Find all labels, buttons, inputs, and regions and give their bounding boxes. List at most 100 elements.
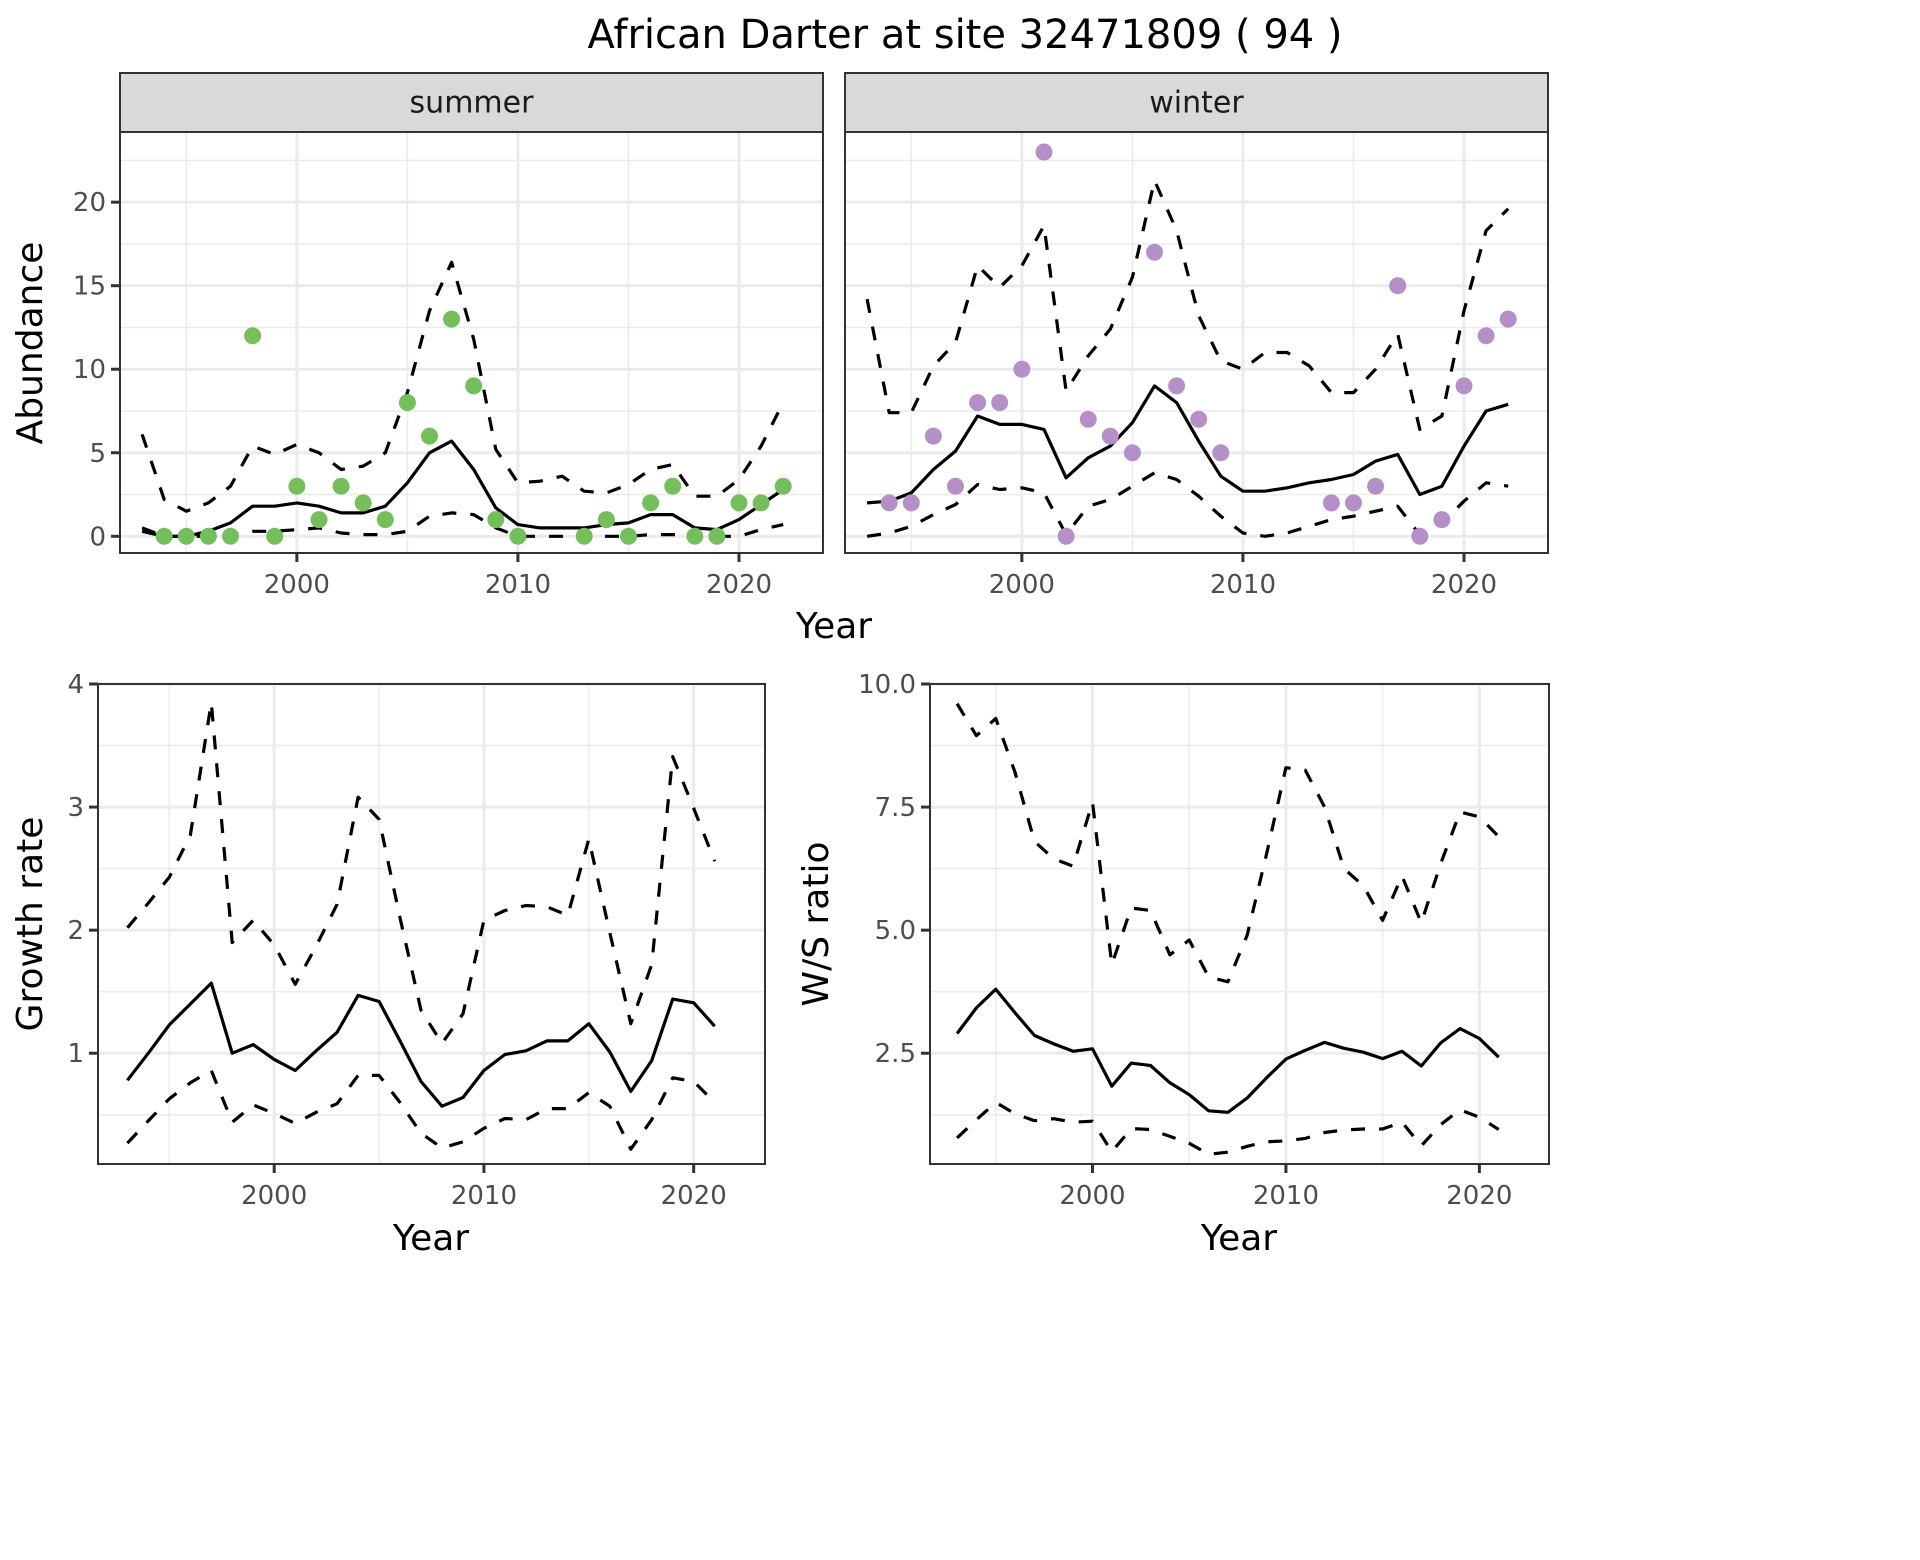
panel-border: [97, 683, 766, 1165]
y-tick-label: 20: [73, 188, 106, 218]
data-point: [244, 327, 262, 345]
facet-strip-label: summer: [410, 86, 535, 121]
y-tick-label: 7.5: [875, 793, 916, 823]
panel-abundance-winter: winter 2000 2010 2020: [844, 72, 1549, 600]
data-point: [924, 427, 942, 445]
series-line-lower: [956, 1100, 1500, 1156]
series-line-lower: [126, 1068, 716, 1151]
data-point: [1345, 494, 1362, 512]
y-axis-title: W/S ratio: [796, 841, 837, 1006]
data-point: [1101, 427, 1119, 445]
data-point: [991, 394, 1009, 412]
x-tick-label: 2000: [241, 1181, 307, 1211]
x-tick-label: 2020: [706, 570, 772, 600]
data-point: [509, 527, 527, 545]
data-point: [398, 394, 416, 412]
data-point: [774, 477, 792, 495]
data-point: [376, 511, 394, 529]
data-point: [642, 494, 660, 512]
y-tick-label: 5.0: [875, 916, 916, 946]
data-point: [969, 394, 987, 412]
data-point: [880, 494, 898, 512]
panel-border: [929, 683, 1550, 1165]
y-axis-title: Abundance: [10, 242, 51, 445]
data-point: [421, 427, 438, 445]
y-tick-label: 2: [67, 916, 84, 946]
data-point: [597, 511, 615, 529]
x-tick-label: 2020: [1446, 1181, 1512, 1211]
data-point: [443, 310, 461, 328]
data-point: [1123, 444, 1141, 462]
x-tick-label: 2010: [485, 570, 551, 600]
data-point: [1190, 410, 1208, 428]
series-line-mean: [955, 987, 1500, 1114]
data-point: [177, 527, 195, 545]
series-line-mean: [866, 384, 1509, 505]
data-point: [730, 494, 748, 512]
y-tick-label: 4: [67, 670, 84, 700]
data-point: [1499, 310, 1517, 328]
series-line-upper: [140, 260, 785, 513]
data-point: [1168, 377, 1186, 395]
data-point: [708, 527, 726, 545]
x-axis-title: Year: [795, 606, 872, 647]
y-tick-label: 1: [67, 1039, 84, 1069]
x-tick-label: 2020: [661, 1181, 727, 1211]
x-axis-title: Year: [392, 1218, 469, 1259]
facet-strip: [844, 72, 1549, 133]
x-tick-label: 2000: [1059, 1181, 1125, 1211]
data-point: [199, 527, 217, 545]
data-point: [1035, 143, 1053, 161]
y-tick-label: 10.0: [858, 670, 916, 700]
data-point: [487, 511, 505, 529]
panel-abundance-summer: summer 2000 2010 2020 0 5 10 15 20 Year Abundance: [10, 72, 872, 647]
data-point: [222, 527, 239, 545]
x-axis-title: Year: [1200, 1218, 1277, 1259]
series-line-upper: [865, 178, 1510, 431]
x-tick-label: 2000: [264, 570, 330, 600]
y-axis-title: Growth rate: [10, 817, 51, 1032]
figure-title: African Darter at site 32471809 ( 94 ): [587, 12, 1342, 58]
data-point: [902, 494, 920, 512]
data-point: [354, 494, 372, 512]
x-tick-label: 2000: [989, 570, 1055, 600]
data-point: [1146, 243, 1163, 261]
y-tick-label: 15: [73, 272, 106, 302]
y-tick-label: 10: [73, 355, 106, 385]
data-point: [155, 527, 173, 545]
data-point: [1013, 360, 1031, 378]
data-point: [1477, 327, 1495, 345]
x-tick-label: 2010: [1210, 570, 1276, 600]
data-point: [686, 527, 704, 545]
panels: summer 2000 2010 2020 0 5 10 15 20 Year Abundance w…: [10, 72, 1550, 1259]
data-point: [1367, 477, 1385, 495]
x-tick-label: 2010: [1253, 1181, 1319, 1211]
y-tick-label: 0: [89, 522, 106, 552]
series-line-lower: [866, 471, 1509, 538]
data-point: [310, 511, 328, 529]
data-point: [288, 477, 306, 495]
data-point: [1455, 377, 1473, 395]
data-point: [1389, 277, 1407, 295]
panel-growth-rate: 2000 2010 2020 1 2 3 4 Year Growth rate: [10, 670, 766, 1259]
data-point: [266, 527, 284, 545]
facet-strip-label: winter: [1149, 86, 1244, 121]
facet-strip: [119, 72, 824, 133]
panel-ws-ratio: 2000 2010 2020 2.5 5.0 7.5 10.0 Year W/S ratio: [796, 670, 1550, 1259]
x-tick-label: 2010: [451, 1181, 517, 1211]
series-line-mean: [126, 981, 716, 1108]
y-tick-label: 5: [89, 439, 106, 469]
data-point: [1079, 410, 1097, 428]
data-point: [620, 527, 637, 545]
series-line-mean: [141, 439, 785, 538]
data-point: [1411, 527, 1429, 545]
data-point: [575, 527, 593, 545]
x-tick-label: 2020: [1431, 570, 1497, 600]
y-tick-label: 2.5: [875, 1039, 916, 1069]
data-point: [465, 377, 483, 395]
data-point: [332, 477, 350, 495]
series-line-upper: [126, 700, 717, 1046]
data-point: [1212, 444, 1230, 462]
data-point: [1322, 494, 1340, 512]
